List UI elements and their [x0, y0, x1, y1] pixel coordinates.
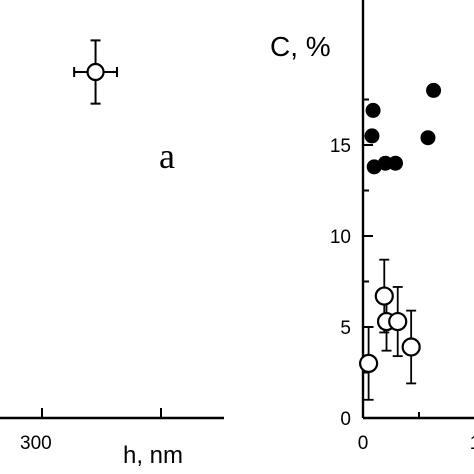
- panel-b-filled-point: [364, 128, 380, 144]
- panel-a: 300 h, nm a: [0, 39, 224, 469]
- panel-b-filled-point: [365, 102, 381, 118]
- panel-b-filled-point: [426, 82, 442, 98]
- panel-b-filled-point: [387, 155, 403, 171]
- panel-b-x-ticks: 01: [358, 408, 474, 454]
- panel-a-x-tick-label: 300: [20, 433, 52, 454]
- panel-b-y-tick-label: 5: [340, 318, 351, 339]
- panel-b-y-tick-label: 0: [340, 409, 351, 430]
- panel-b-y-tick-label: 10: [330, 227, 351, 248]
- panel-b-open-point: [388, 311, 408, 332]
- panel-b-y-ticks: 0 5 10 15: [330, 98, 373, 430]
- panel-b-points: [359, 82, 442, 373]
- panel-a-label: a: [159, 136, 175, 176]
- panel-b-x-tick-label: 1: [470, 433, 474, 454]
- panel-b-y-axis-label: C, %: [270, 31, 331, 62]
- panel-a-data-point: [86, 62, 105, 82]
- panel-b-y-tick-label: 15: [330, 136, 351, 157]
- panel-a-x-axis-label: h, nm: [123, 442, 183, 469]
- panel-b-open-point: [401, 337, 421, 357]
- panel-b-open-point: [374, 286, 394, 306]
- panel-b-x-tick-label: 0: [358, 433, 369, 454]
- panel-b-open-point: [359, 353, 379, 373]
- panel-a-points: [73, 39, 118, 105]
- panel-b-filled-point: [420, 130, 436, 146]
